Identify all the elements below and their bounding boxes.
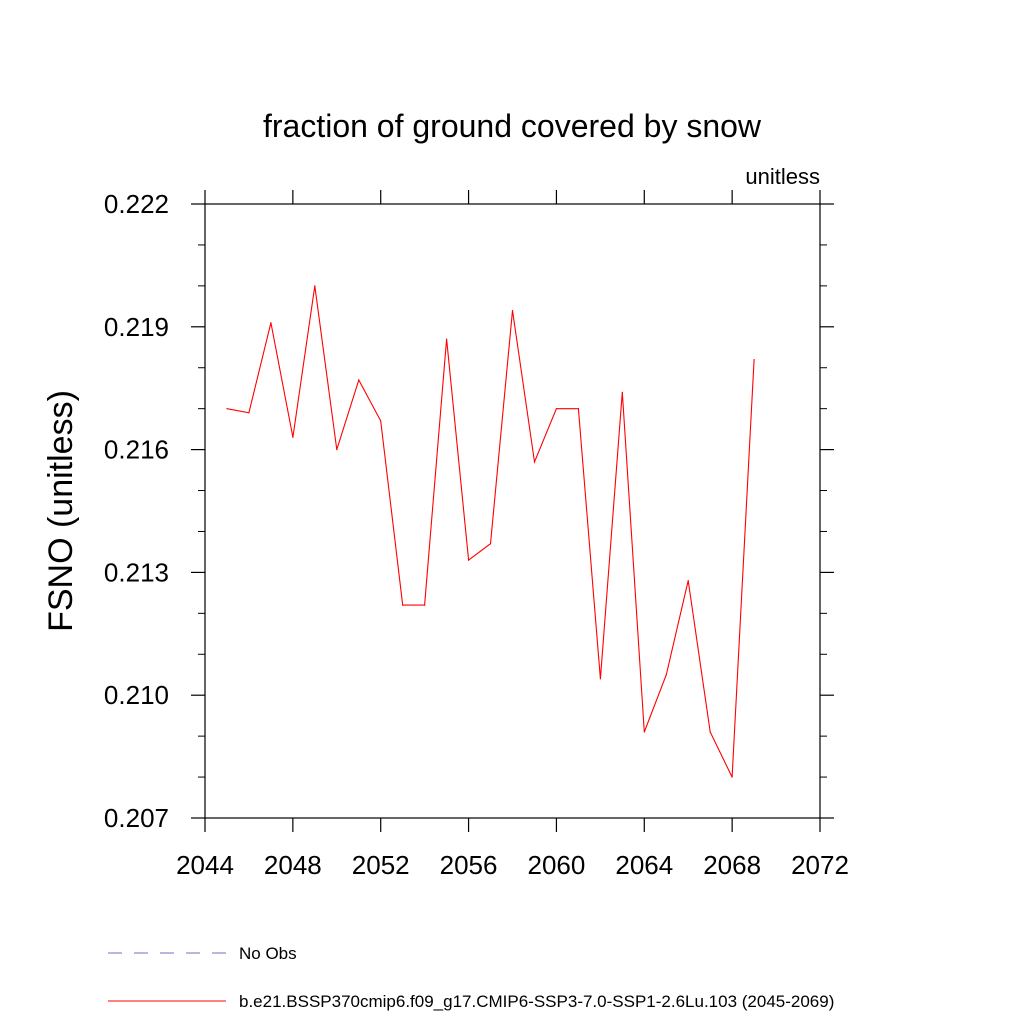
y-tick-label: 0.207 xyxy=(104,803,169,833)
data-point xyxy=(270,322,272,324)
y-axis-tick-labels: 0.207 0.210 0.213 0.216 0.219 0.222 xyxy=(104,189,169,833)
axis-ticks xyxy=(191,190,834,832)
data-point xyxy=(336,449,338,451)
series-group xyxy=(226,285,755,778)
data-point xyxy=(358,379,360,381)
units-label: unitless xyxy=(745,164,820,189)
y-tick-label: 0.216 xyxy=(104,435,169,465)
data-point xyxy=(380,420,382,422)
data-point xyxy=(577,408,579,410)
x-tick-label: 2072 xyxy=(791,850,849,880)
data-point xyxy=(248,412,250,414)
data-point xyxy=(709,731,711,733)
data-point xyxy=(424,604,426,606)
legend-label-no-obs: No Obs xyxy=(239,944,297,963)
x-tick-label: 2056 xyxy=(440,850,498,880)
data-point xyxy=(731,776,733,778)
data-point xyxy=(643,731,645,733)
data-point xyxy=(402,604,404,606)
y-tick-label: 0.210 xyxy=(104,680,169,710)
data-point xyxy=(533,461,536,463)
x-tick-label: 2060 xyxy=(528,850,586,880)
data-point xyxy=(446,338,448,340)
data-point xyxy=(511,309,514,312)
y-axis-label: FSNO (unitless) xyxy=(42,390,80,632)
x-axis-tick-labels: 2044 2048 2052 2056 2060 2064 2068 2072 xyxy=(176,850,849,880)
legend-label-model-run: b.e21.BSSP370cmip6.f09_g17.CMIP6-SSP3-7.… xyxy=(239,992,834,1011)
x-tick-label: 2064 xyxy=(615,850,673,880)
chart-title: fraction of ground covered by snow xyxy=(263,108,762,144)
y-tick-label: 0.213 xyxy=(104,557,169,587)
data-point xyxy=(292,436,294,438)
legend: No Obs b.e21.BSSP370cmip6.f09_g17.CMIP6-… xyxy=(108,944,834,1011)
y-tick-label: 0.219 xyxy=(104,312,169,342)
series-line xyxy=(226,285,755,778)
data-point xyxy=(753,358,755,361)
x-tick-label: 2048 xyxy=(264,850,322,880)
data-point xyxy=(621,391,623,393)
x-tick-label: 2044 xyxy=(176,850,234,880)
data-point xyxy=(467,559,470,561)
x-tick-label: 2052 xyxy=(352,850,410,880)
data-point xyxy=(226,408,228,410)
data-point xyxy=(489,543,492,545)
data-point xyxy=(599,678,601,680)
data-point xyxy=(687,579,689,582)
data-point xyxy=(314,285,316,287)
data-point xyxy=(665,674,667,676)
y-tick-label: 0.222 xyxy=(104,189,169,219)
plot-frame xyxy=(204,203,821,819)
x-tick-label: 2068 xyxy=(703,850,761,880)
data-point xyxy=(555,408,558,410)
